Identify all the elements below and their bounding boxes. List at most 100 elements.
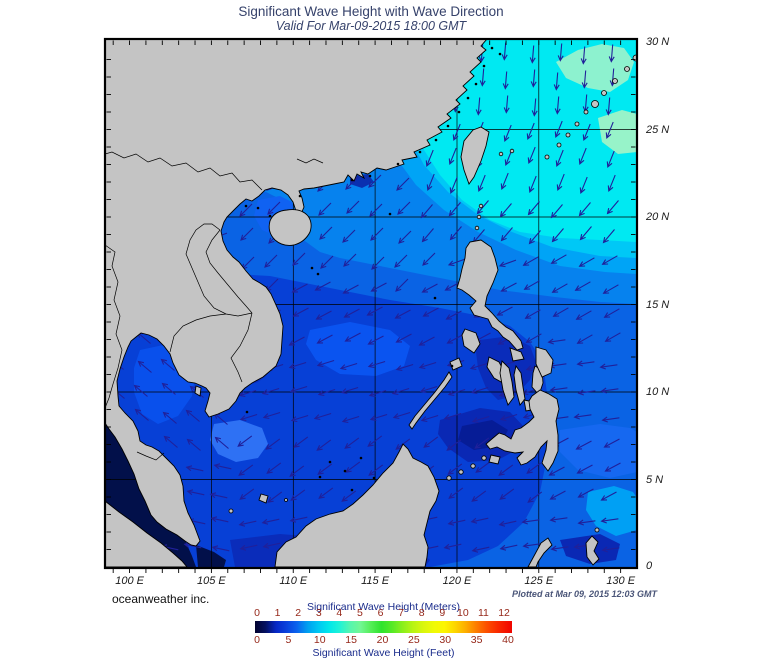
land-busuanga (449, 357, 463, 371)
land-phu-quoc (194, 385, 202, 397)
legend-tick: 40 (502, 634, 514, 646)
lat-label: 5 N (646, 473, 664, 486)
band-lightcyan (105, 39, 637, 567)
legend-tick: 8 (418, 606, 425, 619)
legend-tick: 35 (470, 634, 483, 646)
legend-colorbar (255, 621, 512, 633)
lon-label: 115 E (361, 575, 390, 587)
valid-time-subtitle: Valid For Mar-09-2015 18:00 GMT (275, 19, 467, 33)
land-basilan (488, 454, 501, 465)
legend-tick: 5 (285, 634, 292, 646)
legend-tick: 25 (408, 634, 420, 646)
legend-tick: 3 (315, 606, 322, 619)
sulu-sea-darker (458, 420, 508, 450)
halmahera-dark (560, 534, 620, 564)
land-bohol (523, 399, 538, 412)
land-masbate (509, 347, 525, 362)
band-sky (105, 39, 637, 567)
lat-label: 10 N (646, 386, 670, 398)
east-phil-bright (560, 424, 637, 478)
map-frame (103, 37, 639, 570)
lat-label: 20 N (646, 211, 670, 223)
tonkin-bright (254, 196, 296, 236)
lon-label: 130 E (606, 575, 636, 587)
land-hainan (268, 209, 312, 246)
svietnam-bright (210, 420, 268, 462)
legend-tick: 6 (377, 606, 384, 619)
band-azure (105, 39, 637, 567)
country-borders (105, 151, 324, 461)
hongkong-inshore-dark (350, 174, 374, 188)
lat-label: 0 (646, 560, 653, 572)
land-sulawesi-tip (527, 537, 553, 568)
wave-height-regions (105, 39, 637, 567)
land-natuna (258, 493, 269, 504)
map-layers (105, 39, 637, 568)
equator-pacific-light (586, 486, 637, 536)
lon-label: 105 E (197, 575, 226, 587)
lat-label: 30 N (646, 36, 670, 48)
riau-navy (196, 545, 226, 567)
land-mindanao (485, 389, 560, 472)
legend-tick: 5 (357, 606, 363, 619)
land-borneo (274, 443, 440, 568)
java-sea-dark (230, 534, 430, 567)
wave-direction-arrows (105, 42, 621, 553)
islet-specks (244, 46, 502, 492)
gulf-thailand-bright (134, 344, 196, 424)
legend-title-meters: Significant Wave Height (Meters) (306, 601, 461, 613)
legend-tick: 2 (295, 606, 302, 619)
land-luzon (456, 239, 524, 351)
land-samar (535, 346, 554, 378)
small-islands (228, 54, 637, 533)
oceanweather-credit: oceanweather inc. (112, 592, 210, 606)
legend-tick: 10 (313, 634, 326, 646)
legend-tick: 11 (478, 606, 489, 619)
graticule (105, 39, 637, 568)
land-sumatra (105, 500, 188, 568)
land-cebu (513, 364, 526, 406)
degree-ticks (106, 40, 636, 573)
legend-tick: 20 (376, 634, 389, 646)
lon-label: 100 E (115, 575, 144, 587)
scs-royal (105, 272, 548, 567)
lon-label: 120 E (442, 575, 472, 587)
lon-label: 125 E (524, 575, 554, 587)
central-scs-bright (306, 322, 410, 376)
legend-tick: 9 (439, 606, 446, 619)
band-blue (105, 190, 637, 567)
land-asia-mainland (105, 39, 488, 547)
legend-tick: 7 (398, 606, 405, 619)
page-title: Significant Wave Height with Wave Direct… (238, 4, 504, 19)
legend-tick: 10 (457, 606, 469, 619)
aquamarine-ne-2 (598, 110, 637, 154)
land-taiwan (460, 126, 490, 185)
legend-tick: 0 (254, 606, 260, 619)
malacca-navy (105, 424, 196, 567)
legend-tick: 12 (498, 606, 510, 619)
vietnam-inshore-dark (252, 288, 281, 384)
plotted-timestamp: Plotted at Mar 09, 2015 12:03 GMT (511, 589, 657, 599)
sulu-sea-dark (438, 408, 525, 462)
legend-tick: 15 (345, 634, 357, 646)
land-halmahera (585, 535, 600, 566)
land-leyte (531, 365, 544, 396)
land-negros (499, 360, 515, 406)
legend-tick: 0 (254, 634, 260, 646)
legend-tick: 4 (336, 606, 343, 619)
lon-label: 110 E (279, 575, 308, 587)
legend-title-feet: Significant Wave Height (Feet) (312, 647, 455, 659)
land-panay (486, 356, 506, 384)
land-masses (105, 39, 600, 568)
aquamarine-ne-1 (556, 44, 634, 92)
lat-label: 25 N (646, 123, 670, 136)
legend-tick: 1 (274, 606, 281, 619)
ocean-base (105, 39, 637, 568)
lat-label: 15 N (646, 298, 670, 311)
land-palawan (408, 371, 453, 430)
land-mindoro (461, 328, 481, 354)
legend-tick: 30 (439, 634, 452, 646)
visayan-sea-dark (476, 336, 536, 400)
